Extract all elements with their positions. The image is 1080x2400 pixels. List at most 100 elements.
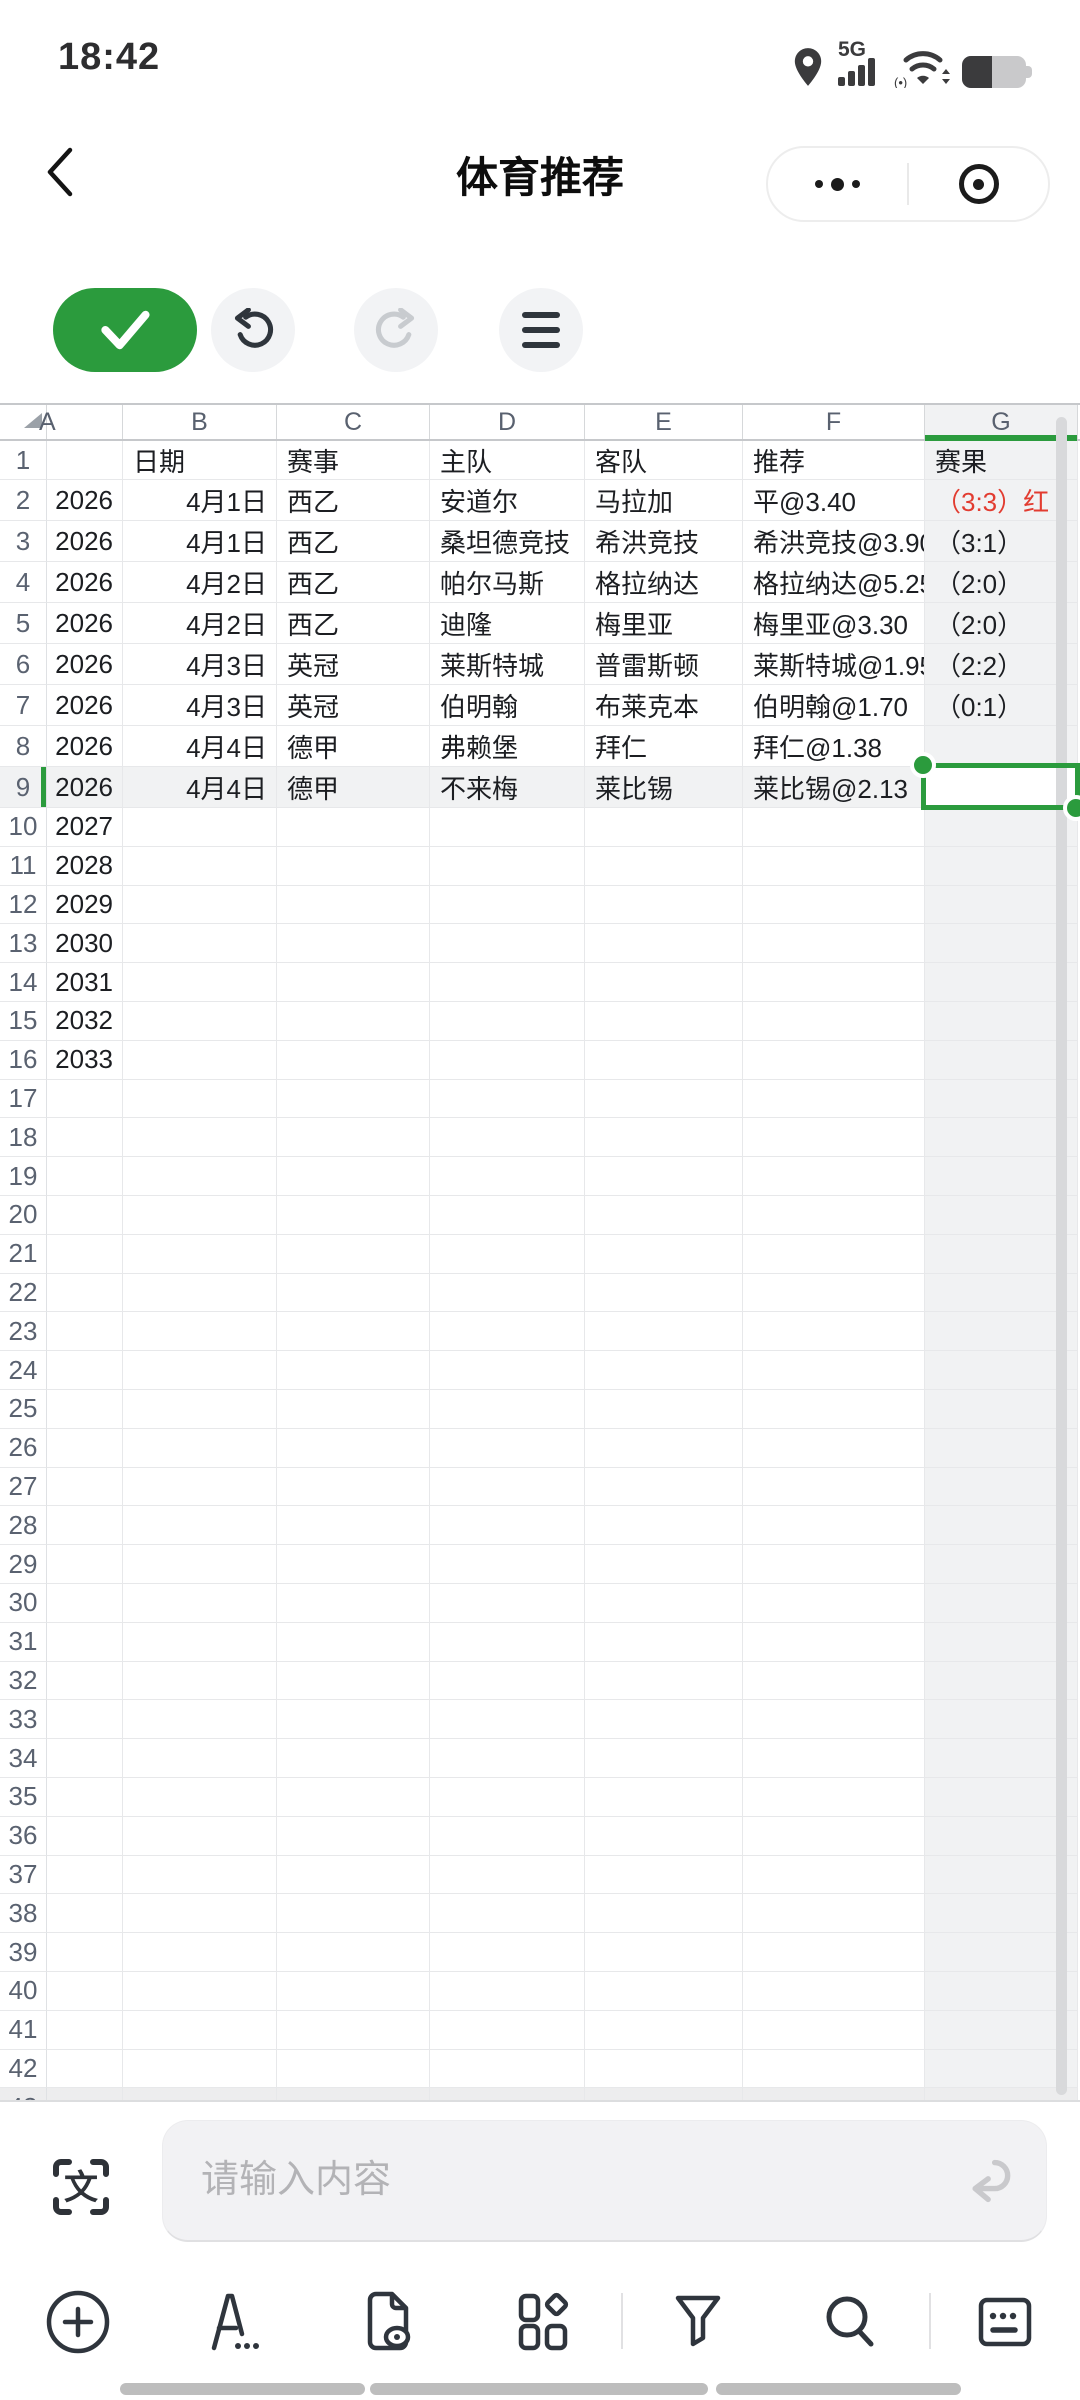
cell-G31[interactable]: [925, 1622, 1078, 1662]
cell-E2[interactable]: 马拉加: [585, 480, 743, 521]
row-header-12[interactable]: 12: [0, 885, 47, 925]
cell-A41[interactable]: [47, 2010, 123, 2050]
cell-B32[interactable]: [123, 1661, 277, 1701]
cell-A42[interactable]: [47, 2049, 123, 2089]
cell-F20[interactable]: [743, 1195, 925, 1235]
cell-G13[interactable]: [925, 924, 1078, 964]
cell-D4[interactable]: 帕尔马斯: [430, 562, 585, 603]
cell-G28[interactable]: [925, 1506, 1078, 1546]
cell-A17[interactable]: [47, 1079, 123, 1119]
cell-G18[interactable]: [925, 1118, 1078, 1158]
cell-B3[interactable]: 4月1日: [123, 521, 277, 562]
more-dots-icon[interactable]: [768, 177, 907, 191]
cell-F32[interactable]: [743, 1661, 925, 1701]
cell-B39[interactable]: [123, 1933, 277, 1972]
row-header-39[interactable]: 39: [0, 1933, 47, 1972]
cell-G14[interactable]: [925, 963, 1078, 1002]
widgets-button[interactable]: [511, 2290, 575, 2354]
row-header-5[interactable]: 5: [0, 603, 47, 644]
cell-A32[interactable]: [47, 1661, 123, 1701]
cell-G9[interactable]: [925, 767, 1078, 808]
cell-D25[interactable]: [430, 1389, 585, 1429]
row-header-14[interactable]: 14: [0, 963, 47, 1002]
cell-C18[interactable]: [277, 1118, 430, 1158]
cell-D35[interactable]: [430, 1777, 585, 1817]
cell-A27[interactable]: [47, 1467, 123, 1507]
cell-E22[interactable]: [585, 1273, 743, 1313]
cell-G30[interactable]: [925, 1583, 1078, 1623]
cell-C33[interactable]: [277, 1700, 430, 1740]
row-header-17[interactable]: 17: [0, 1079, 47, 1119]
cell-C20[interactable]: [277, 1195, 430, 1235]
cell-G39[interactable]: [925, 1933, 1078, 1972]
cell-D26[interactable]: [430, 1428, 585, 1468]
cell-G37[interactable]: [925, 1855, 1078, 1895]
cell-G25[interactable]: [925, 1389, 1078, 1429]
redo-button[interactable]: [354, 288, 438, 372]
row-header-29[interactable]: 29: [0, 1545, 47, 1584]
cell-A16[interactable]: 2033: [47, 1040, 123, 1080]
cell-B14[interactable]: [123, 963, 277, 1002]
cell-A1[interactable]: [47, 441, 123, 480]
cell-C25[interactable]: [277, 1389, 430, 1429]
cell-D10[interactable]: [430, 808, 585, 847]
cell-E23[interactable]: [585, 1312, 743, 1352]
cell-F18[interactable]: [743, 1118, 925, 1158]
cell-A25[interactable]: [47, 1389, 123, 1429]
cell-G29[interactable]: [925, 1545, 1078, 1584]
cell-B6[interactable]: 4月3日: [123, 644, 277, 685]
cell-D11[interactable]: [430, 846, 585, 886]
cell-A39[interactable]: [47, 1933, 123, 1972]
row-header-28[interactable]: 28: [0, 1506, 47, 1546]
cell-B43[interactable]: [123, 2088, 277, 2100]
row-header-36[interactable]: 36: [0, 1816, 47, 1856]
cell-A11[interactable]: 2028: [47, 846, 123, 886]
cell-E12[interactable]: [585, 885, 743, 925]
cell-B33[interactable]: [123, 1700, 277, 1740]
cell-E25[interactable]: [585, 1389, 743, 1429]
cell-E30[interactable]: [585, 1583, 743, 1623]
cell-E35[interactable]: [585, 1777, 743, 1817]
cell-F21[interactable]: [743, 1234, 925, 1274]
row-header-16[interactable]: 16: [0, 1040, 47, 1080]
cell-F6[interactable]: 莱斯特城@1.95: [743, 644, 925, 685]
row-header-35[interactable]: 35: [0, 1777, 47, 1817]
cell-E17[interactable]: [585, 1079, 743, 1119]
cell-E24[interactable]: [585, 1351, 743, 1390]
cell-B2[interactable]: 4月1日: [123, 480, 277, 521]
row-header-33[interactable]: 33: [0, 1700, 47, 1740]
row-header-8[interactable]: 8: [0, 726, 47, 767]
cell-E34[interactable]: [585, 1739, 743, 1778]
cell-E14[interactable]: [585, 963, 743, 1002]
cell-A33[interactable]: [47, 1700, 123, 1740]
row-header-19[interactable]: 19: [0, 1157, 47, 1196]
cell-E37[interactable]: [585, 1855, 743, 1895]
cell-F8[interactable]: 拜仁@1.38: [743, 726, 925, 767]
cell-F42[interactable]: [743, 2049, 925, 2089]
cell-D6[interactable]: 莱斯特城: [430, 644, 585, 685]
cell-F13[interactable]: [743, 924, 925, 964]
cell-F36[interactable]: [743, 1816, 925, 1856]
cell-C26[interactable]: [277, 1428, 430, 1468]
cell-G19[interactable]: [925, 1157, 1078, 1196]
cell-B17[interactable]: [123, 1079, 277, 1119]
cell-D30[interactable]: [430, 1583, 585, 1623]
cell-D21[interactable]: [430, 1234, 585, 1274]
cell-E18[interactable]: [585, 1118, 743, 1158]
cell-G4[interactable]: （2:0）: [925, 562, 1078, 603]
cell-F41[interactable]: [743, 2010, 925, 2050]
cell-C14[interactable]: [277, 963, 430, 1002]
cell-C43[interactable]: [277, 2088, 430, 2100]
confirm-button[interactable]: [53, 288, 197, 372]
cell-E21[interactable]: [585, 1234, 743, 1274]
cell-A21[interactable]: [47, 1234, 123, 1274]
scan-text-icon[interactable]: 文: [52, 2158, 110, 2216]
cell-G6[interactable]: （2:2）: [925, 644, 1078, 685]
cell-C3[interactable]: 西乙: [277, 521, 430, 562]
cell-E36[interactable]: [585, 1816, 743, 1856]
cell-A9[interactable]: 2026: [47, 767, 123, 808]
cell-A24[interactable]: [47, 1351, 123, 1390]
cell-D34[interactable]: [430, 1739, 585, 1778]
cell-B16[interactable]: [123, 1040, 277, 1080]
cell-F1[interactable]: 推荐: [743, 441, 925, 480]
